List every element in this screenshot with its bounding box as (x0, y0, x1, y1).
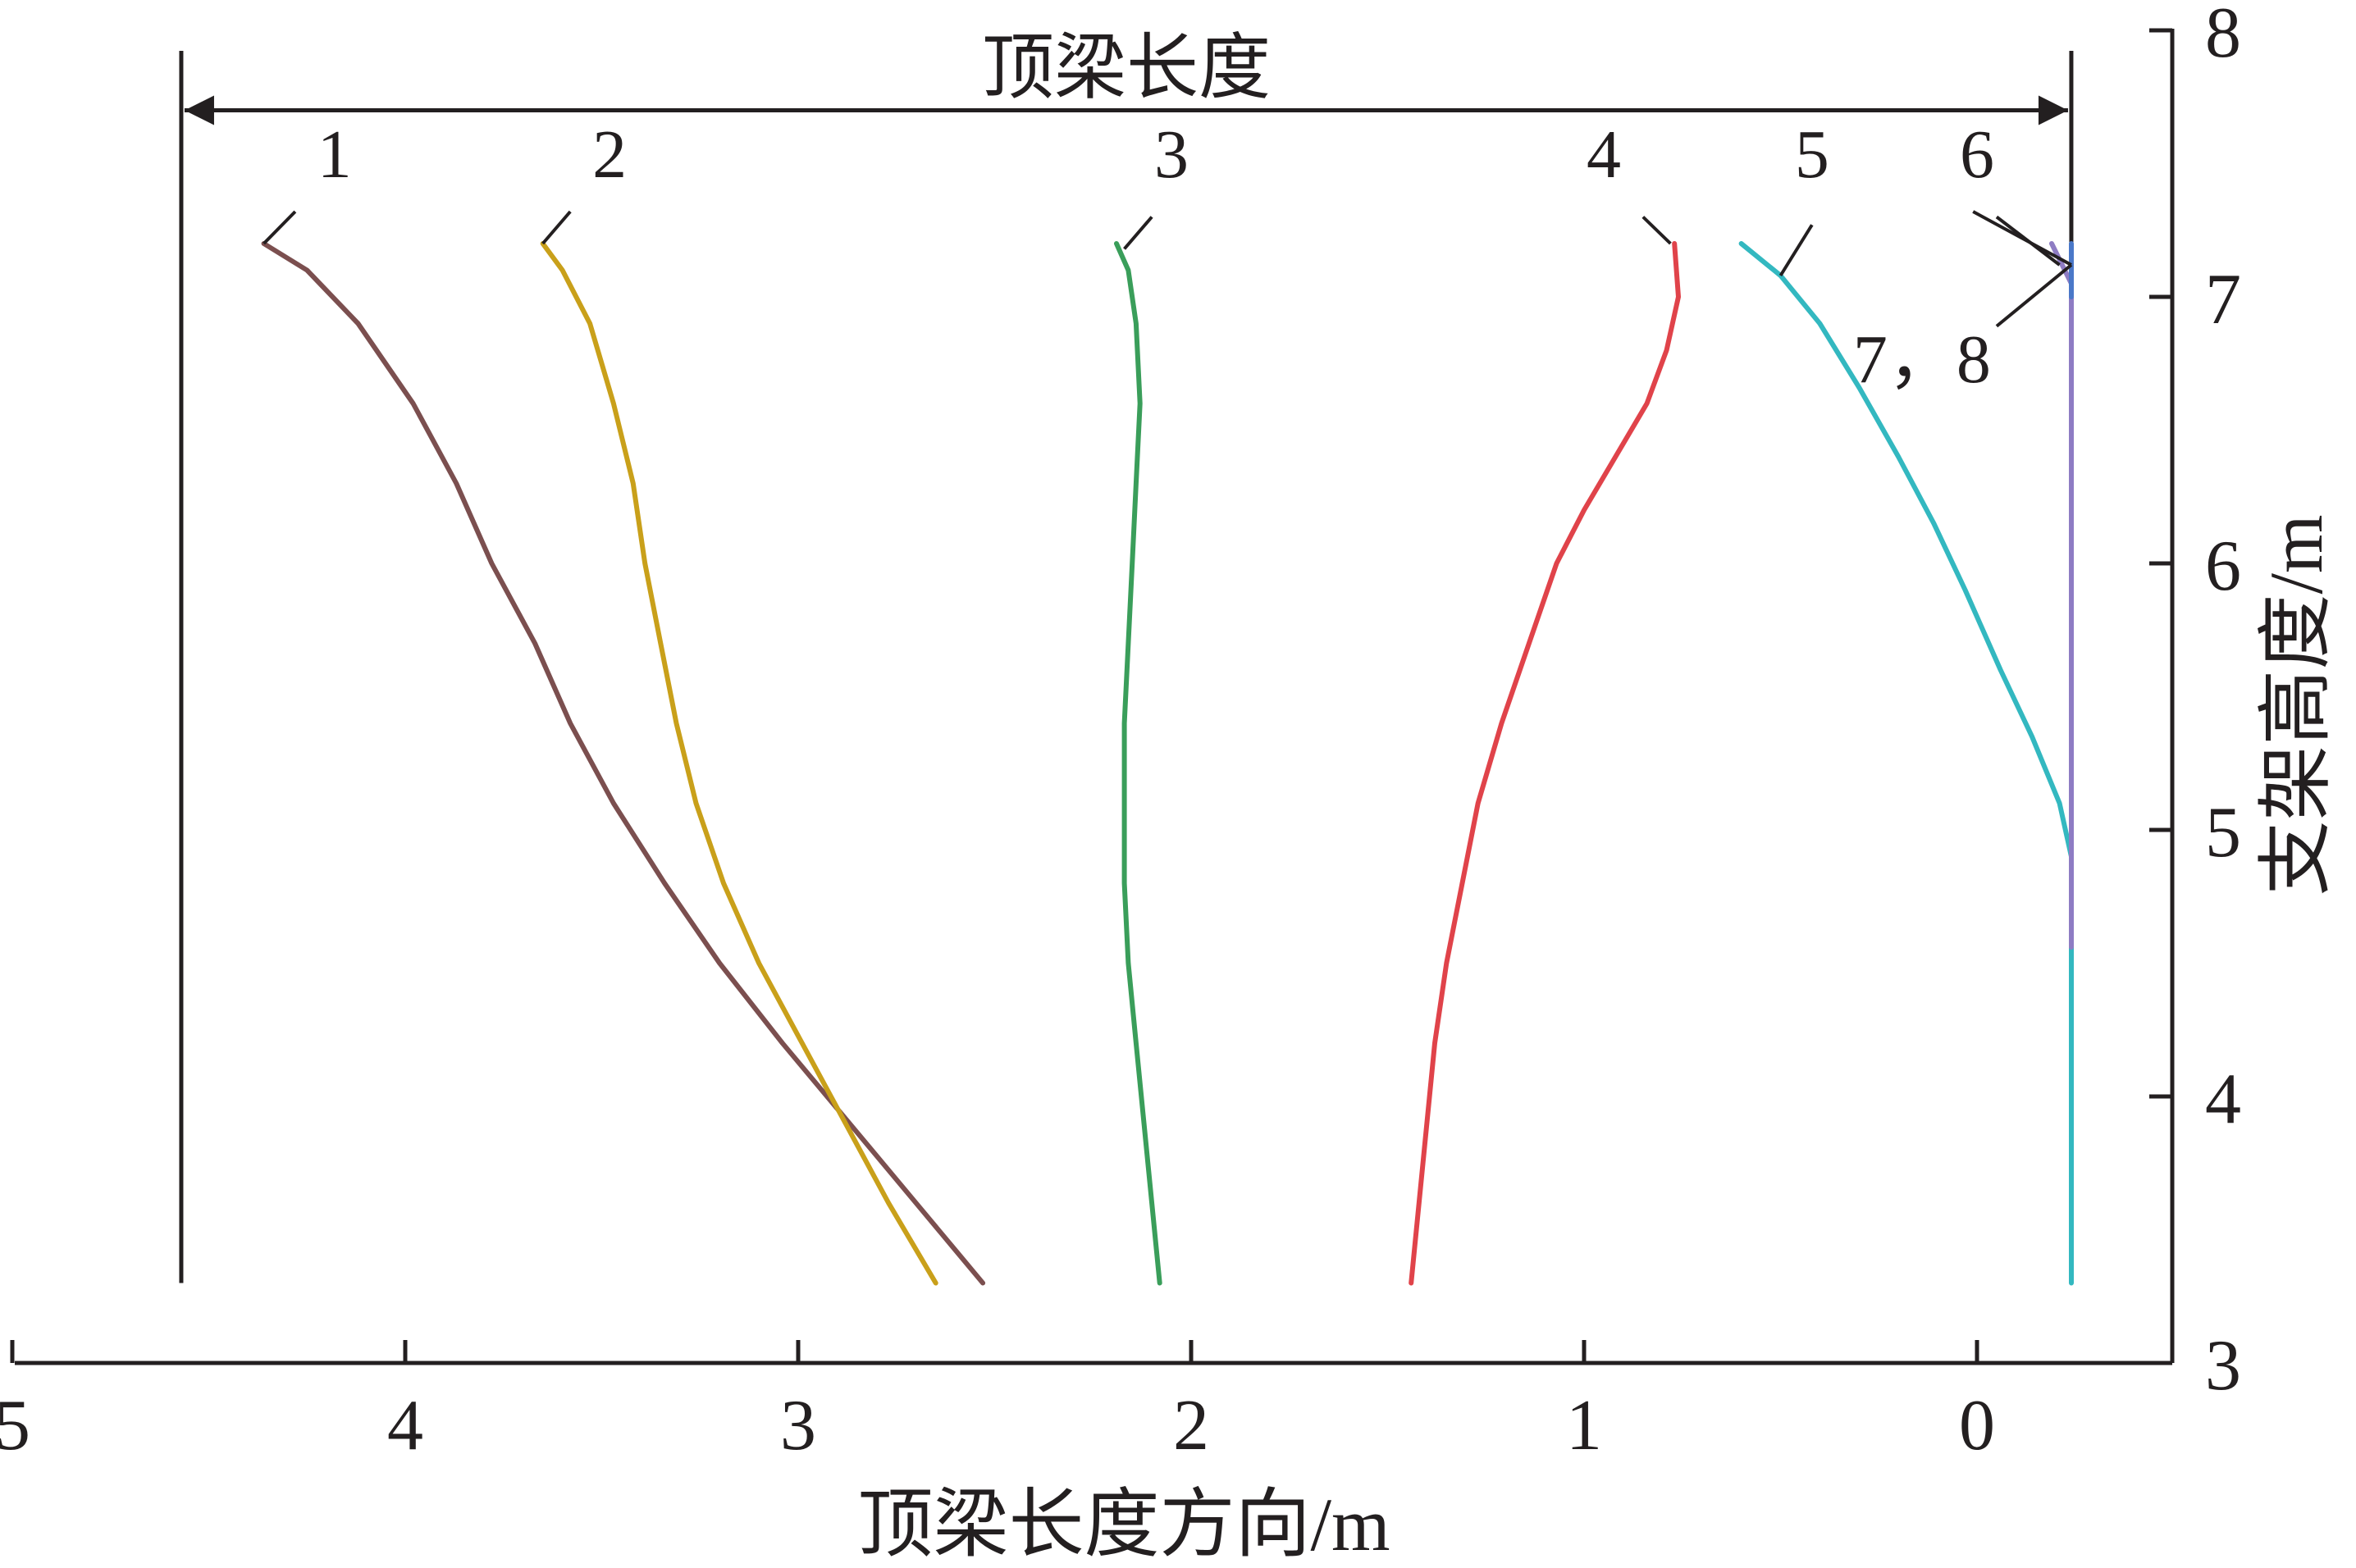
series-1: 1 (261, 116, 986, 1286)
curve-label-5: 5 (1795, 116, 1829, 193)
x-tick-label: 5 (0, 1386, 30, 1465)
series-line-2 (540, 241, 938, 1286)
y-axis-title: 支架高度/m (2254, 514, 2338, 896)
y-tick-label: 8 (2205, 0, 2241, 73)
y-tick-label: 5 (2205, 793, 2241, 873)
series-6: 6 (1960, 116, 2074, 950)
x-tick-label: 1 (1566, 1386, 1602, 1465)
curve-label-4: 4 (1587, 116, 1621, 193)
leader-line-4 (1641, 216, 1672, 245)
x-tick-label: 0 (1959, 1386, 1995, 1465)
curve-label-7: 7，8 (1853, 321, 1991, 398)
annotation-label: 顶梁长度 (982, 30, 1271, 109)
curve-label-6: 6 (1960, 116, 1994, 193)
y-tick-label: 3 (2205, 1326, 2241, 1406)
x-axis: 5 4 3 2 1 0 顶梁长度方向/m (0, 1340, 2172, 1566)
y-tick-label: 7 (2205, 260, 2241, 340)
x-tick-group: 5 4 3 2 1 0 (0, 1340, 1995, 1465)
series-line-4 (1409, 241, 1681, 1286)
series-group: 1 2 3 4 5 6 7，8 (261, 116, 2074, 1286)
y-axis: 3 4 5 6 7 8 支架高度/m (2149, 0, 2338, 1406)
series-7: 7，8 (1853, 241, 2074, 398)
leader-line-7 (1995, 263, 2073, 328)
x-tick-label: 4 (387, 1386, 423, 1465)
series-4: 4 (1409, 116, 1681, 1286)
series-line-5 (1738, 241, 2074, 1286)
length-annotation: 顶梁长度 (184, 30, 2068, 125)
series-line-1 (261, 241, 986, 1286)
y-tick-label: 6 (2205, 526, 2241, 606)
series-2: 2 (540, 116, 938, 1286)
x-tick-label: 3 (780, 1386, 816, 1465)
series-5: 5 (1738, 116, 2074, 1286)
curve-label-1: 1 (317, 116, 352, 193)
leader-line-3 (1123, 216, 1153, 250)
series-line-3 (1114, 241, 1162, 1286)
leader-line-6-upper (1972, 210, 2072, 267)
series-3: 3 (1114, 116, 1189, 1286)
curve-label-2: 2 (592, 116, 627, 193)
y-tick-group: 3 4 5 6 7 8 (2149, 0, 2241, 1406)
y-tick-label: 4 (2205, 1060, 2241, 1139)
leader-line-1 (263, 210, 297, 245)
curve-label-3: 3 (1154, 116, 1189, 193)
leader-line-5 (1778, 224, 1814, 277)
leader-line-2 (541, 210, 572, 245)
x-tick-label: 2 (1173, 1386, 1209, 1465)
x-axis-title: 顶梁长度方向/m (857, 1483, 1390, 1566)
